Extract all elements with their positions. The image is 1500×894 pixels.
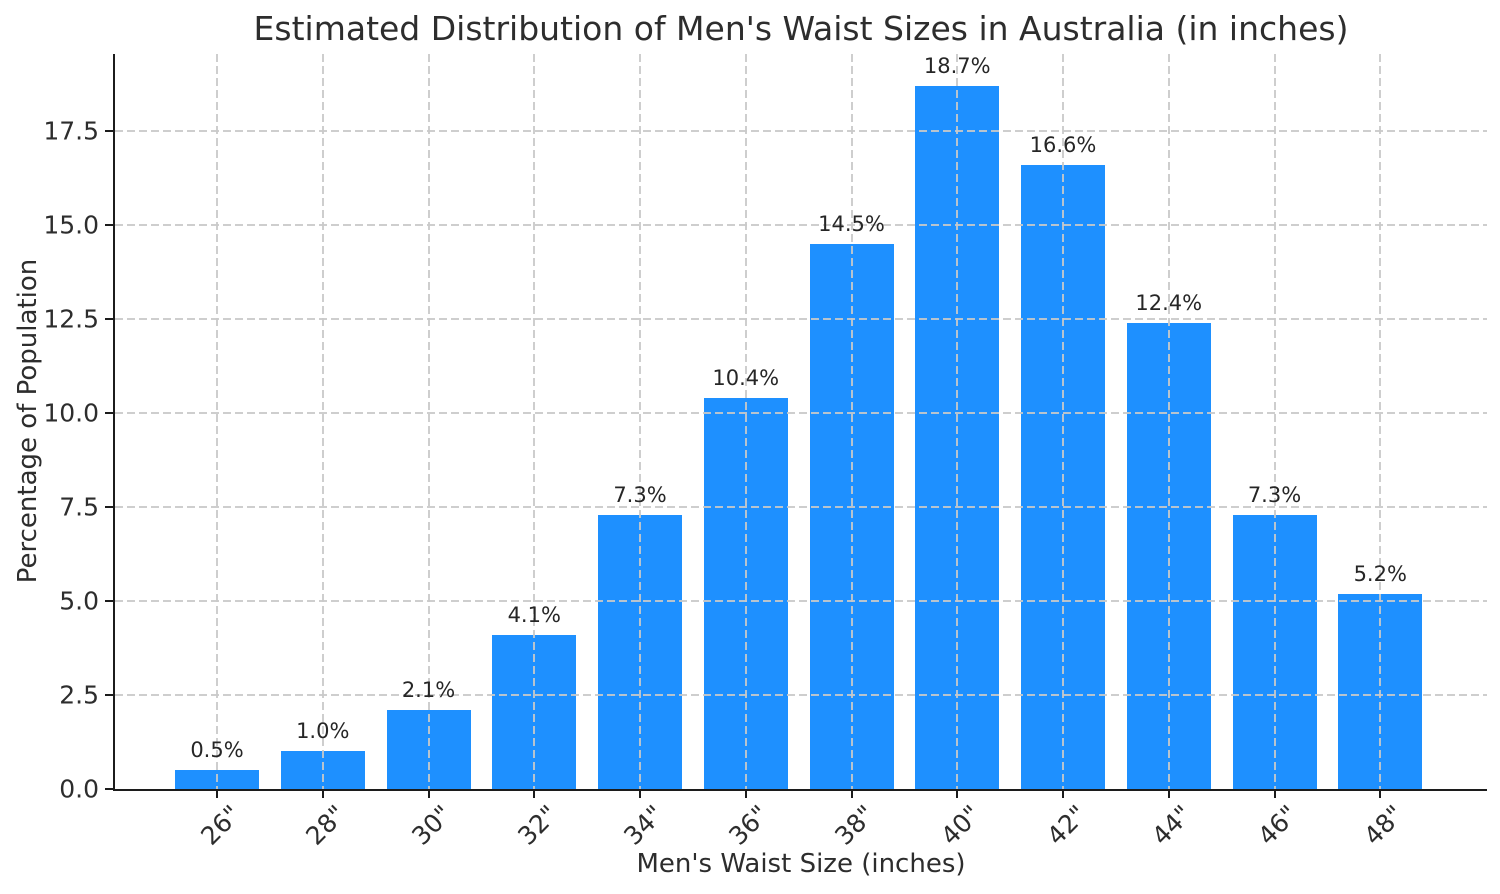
x-tick-label: 32"	[512, 799, 564, 851]
gridline-v	[216, 54, 218, 789]
y-tick-label: 10.0	[43, 398, 99, 428]
x-tick-mark	[956, 790, 959, 798]
gridline-h	[115, 412, 1487, 415]
y-tick-label: 2.5	[59, 680, 99, 710]
gridline-v	[1062, 54, 1064, 789]
x-tick-label: 28"	[300, 799, 352, 851]
x-axis-label: Men's Waist Size (inches)	[636, 849, 966, 879]
y-tick-mark	[105, 788, 113, 790]
gridline-v	[1379, 54, 1382, 789]
gridline-v	[427, 54, 430, 789]
gridline-v	[639, 54, 641, 789]
x-tick-mark	[744, 790, 747, 798]
gridline-v	[956, 54, 959, 789]
gridline-v	[1167, 54, 1170, 789]
y-tick-mark	[105, 694, 113, 696]
x-tick-mark	[427, 790, 430, 798]
y-tick-mark	[105, 506, 113, 509]
bar-value-label: 4.1%	[507, 602, 561, 627]
y-tick-label: 5.0	[59, 586, 99, 616]
y-tick-mark	[105, 600, 113, 603]
plot-area: 26" 0.5% 28" 1.0% 30" 2.1% 32" 4.1% 34" 7.3% 36" 10…	[43, 53, 1487, 851]
y-tick-mark	[105, 130, 113, 133]
gridline-v	[321, 54, 324, 789]
gridline-h	[115, 224, 1487, 227]
x-tick-label: 26"	[194, 799, 247, 851]
gridline-v	[744, 54, 747, 789]
y-tick-label: 15.0	[43, 210, 99, 240]
bar-value-label: 16.6%	[1029, 132, 1097, 157]
x-tick-label: 34"	[617, 799, 670, 851]
y-axis-label: Percentage of Population	[13, 258, 43, 584]
y-tick-mark	[105, 224, 113, 227]
x-tick-label: 36"	[723, 799, 775, 851]
gridline-v	[850, 54, 853, 789]
bar-value-label: 7.3%	[1247, 482, 1302, 507]
bar-value-label: 12.4%	[1135, 290, 1203, 315]
bar-value-label: 7.3%	[613, 482, 667, 507]
bar-value-label: 0.5%	[190, 738, 244, 763]
gridline-v	[533, 54, 536, 789]
x-tick-mark	[216, 790, 218, 798]
x-tick-mark	[1273, 790, 1276, 798]
x-tick-mark	[533, 790, 536, 798]
x-tick-label: 40"	[935, 799, 987, 851]
x-axis-spine	[113, 789, 1487, 791]
gridline-h	[115, 600, 1487, 603]
y-tick-label: 7.5	[59, 492, 99, 522]
gridline-h	[115, 506, 1487, 509]
gridline-h	[115, 318, 1487, 321]
gridline-v	[1273, 54, 1276, 789]
chart-title: Estimated Distribution of Men's Waist Si…	[253, 9, 1349, 48]
x-tick-mark	[321, 790, 324, 798]
x-tick-mark	[1167, 790, 1170, 798]
y-tick-label: 0.0	[59, 774, 99, 804]
x-tick-label: 38"	[829, 799, 881, 851]
bar-value-label: 2.1%	[401, 678, 456, 703]
x-tick-mark	[639, 790, 641, 798]
bar-value-label: 14.5%	[818, 211, 885, 236]
bar-value-label: 1.0%	[296, 719, 350, 744]
x-tick-label: 30"	[406, 799, 458, 851]
bar-value-label: 18.7%	[923, 53, 991, 78]
y-tick-label: 12.5	[43, 304, 99, 334]
gridline-h	[115, 130, 1487, 133]
bar-value-label: 5.2%	[1353, 561, 1407, 586]
x-tick-mark	[850, 790, 853, 798]
x-tick-label: 44"	[1146, 799, 1198, 851]
y-axis-spine	[113, 54, 115, 791]
x-tick-label: 42"	[1040, 799, 1093, 851]
y-tick-mark	[105, 318, 113, 321]
gridline-h	[115, 694, 1487, 696]
bar-value-label: 10.4%	[712, 366, 780, 391]
y-tick-mark	[105, 412, 113, 415]
y-tick-label: 17.5	[43, 116, 99, 146]
x-tick-mark	[1379, 790, 1382, 798]
x-tick-mark	[1062, 790, 1064, 798]
x-tick-label: 48"	[1358, 799, 1410, 851]
x-tick-label: 46"	[1252, 799, 1304, 851]
